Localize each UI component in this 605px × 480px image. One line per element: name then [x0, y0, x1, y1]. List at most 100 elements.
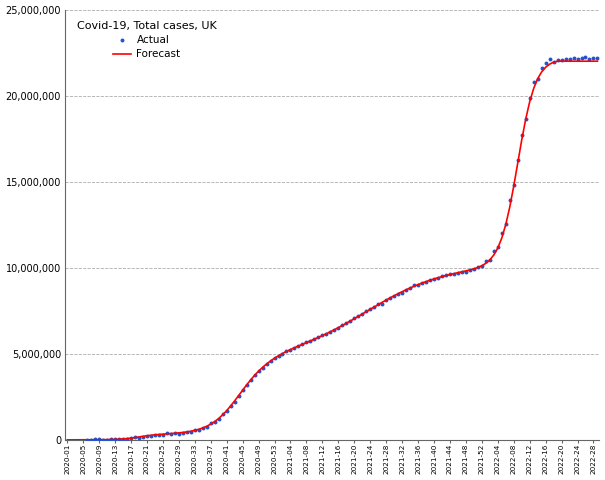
Actual [465, 266, 475, 274]
Actual [477, 262, 486, 270]
Actual [581, 53, 590, 61]
Forecast [566, 58, 573, 64]
Line: Forecast: Forecast [67, 61, 598, 440]
Forecast [179, 430, 186, 435]
Actual [126, 434, 136, 442]
Actual [497, 229, 506, 237]
Actual [278, 350, 287, 358]
Actual [313, 334, 323, 341]
Actual [473, 264, 483, 271]
Legend: Actual, Forecast: Actual, Forecast [70, 15, 223, 66]
Actual [134, 434, 144, 442]
Actual [461, 268, 471, 276]
Actual [87, 436, 96, 444]
Actual [397, 289, 407, 297]
Actual [358, 311, 367, 318]
Actual [485, 257, 495, 264]
Actual [230, 398, 240, 406]
Actual [417, 280, 427, 288]
Actual [409, 282, 419, 289]
Actual [325, 328, 335, 336]
Actual [441, 272, 451, 279]
Actual [110, 435, 120, 443]
Actual [218, 410, 227, 418]
Forecast [562, 58, 569, 64]
Actual [286, 346, 295, 354]
Actual [138, 433, 148, 441]
Actual [350, 314, 359, 322]
Actual [457, 268, 466, 276]
Actual [445, 270, 455, 278]
Actual [469, 265, 479, 273]
Actual [564, 56, 574, 63]
Actual [253, 368, 263, 375]
Actual [102, 436, 112, 444]
Actual [202, 423, 212, 431]
Actual [370, 303, 379, 311]
Actual [273, 352, 283, 360]
Actual [481, 257, 491, 265]
Actual [246, 376, 255, 384]
Actual [130, 433, 140, 441]
Actual [413, 281, 423, 288]
Actual [158, 431, 168, 439]
Actual [544, 55, 554, 62]
Actual [489, 248, 499, 255]
Actual [118, 435, 128, 443]
Actual [505, 196, 515, 204]
Actual [333, 324, 343, 332]
Actual [206, 420, 215, 427]
Actual [290, 344, 299, 352]
Actual [114, 436, 124, 444]
Actual [365, 305, 375, 312]
Actual [553, 56, 563, 64]
Actual [210, 418, 220, 425]
Actual [353, 312, 363, 320]
Actual [98, 436, 108, 444]
Actual [238, 386, 247, 394]
Actual [94, 435, 104, 443]
Actual [330, 326, 339, 334]
Actual [166, 430, 175, 438]
Actual [437, 273, 447, 280]
Actual [501, 220, 511, 228]
Actual [154, 431, 164, 439]
Actual [573, 55, 583, 63]
Actual [321, 330, 331, 338]
Actual [385, 294, 395, 301]
Actual [194, 426, 204, 433]
Actual [186, 428, 195, 436]
Actual [513, 156, 523, 164]
Actual [529, 78, 538, 85]
Actual [421, 278, 431, 286]
Actual [90, 435, 100, 443]
Actual [537, 64, 546, 72]
Actual [242, 381, 252, 388]
Actual [338, 321, 347, 329]
Actual [425, 276, 435, 284]
Actual [318, 331, 327, 339]
Actual [270, 354, 280, 361]
Actual [234, 392, 243, 400]
Actual [198, 424, 208, 432]
Actual [310, 336, 319, 343]
Actual [521, 115, 531, 123]
Actual [509, 181, 518, 189]
Actual [182, 428, 192, 436]
Actual [429, 275, 439, 283]
Actual [584, 55, 594, 62]
Actual [214, 415, 224, 423]
Actual [282, 348, 292, 355]
Actual [569, 54, 578, 62]
Actual [250, 372, 260, 379]
Forecast [267, 358, 274, 364]
Actual [389, 292, 399, 300]
Actual [82, 436, 92, 444]
Actual [493, 243, 503, 251]
Actual [381, 296, 391, 303]
Actual [142, 432, 152, 440]
Forecast [594, 58, 601, 64]
Actual [541, 60, 551, 67]
Actual [301, 338, 311, 346]
Actual [306, 337, 315, 345]
